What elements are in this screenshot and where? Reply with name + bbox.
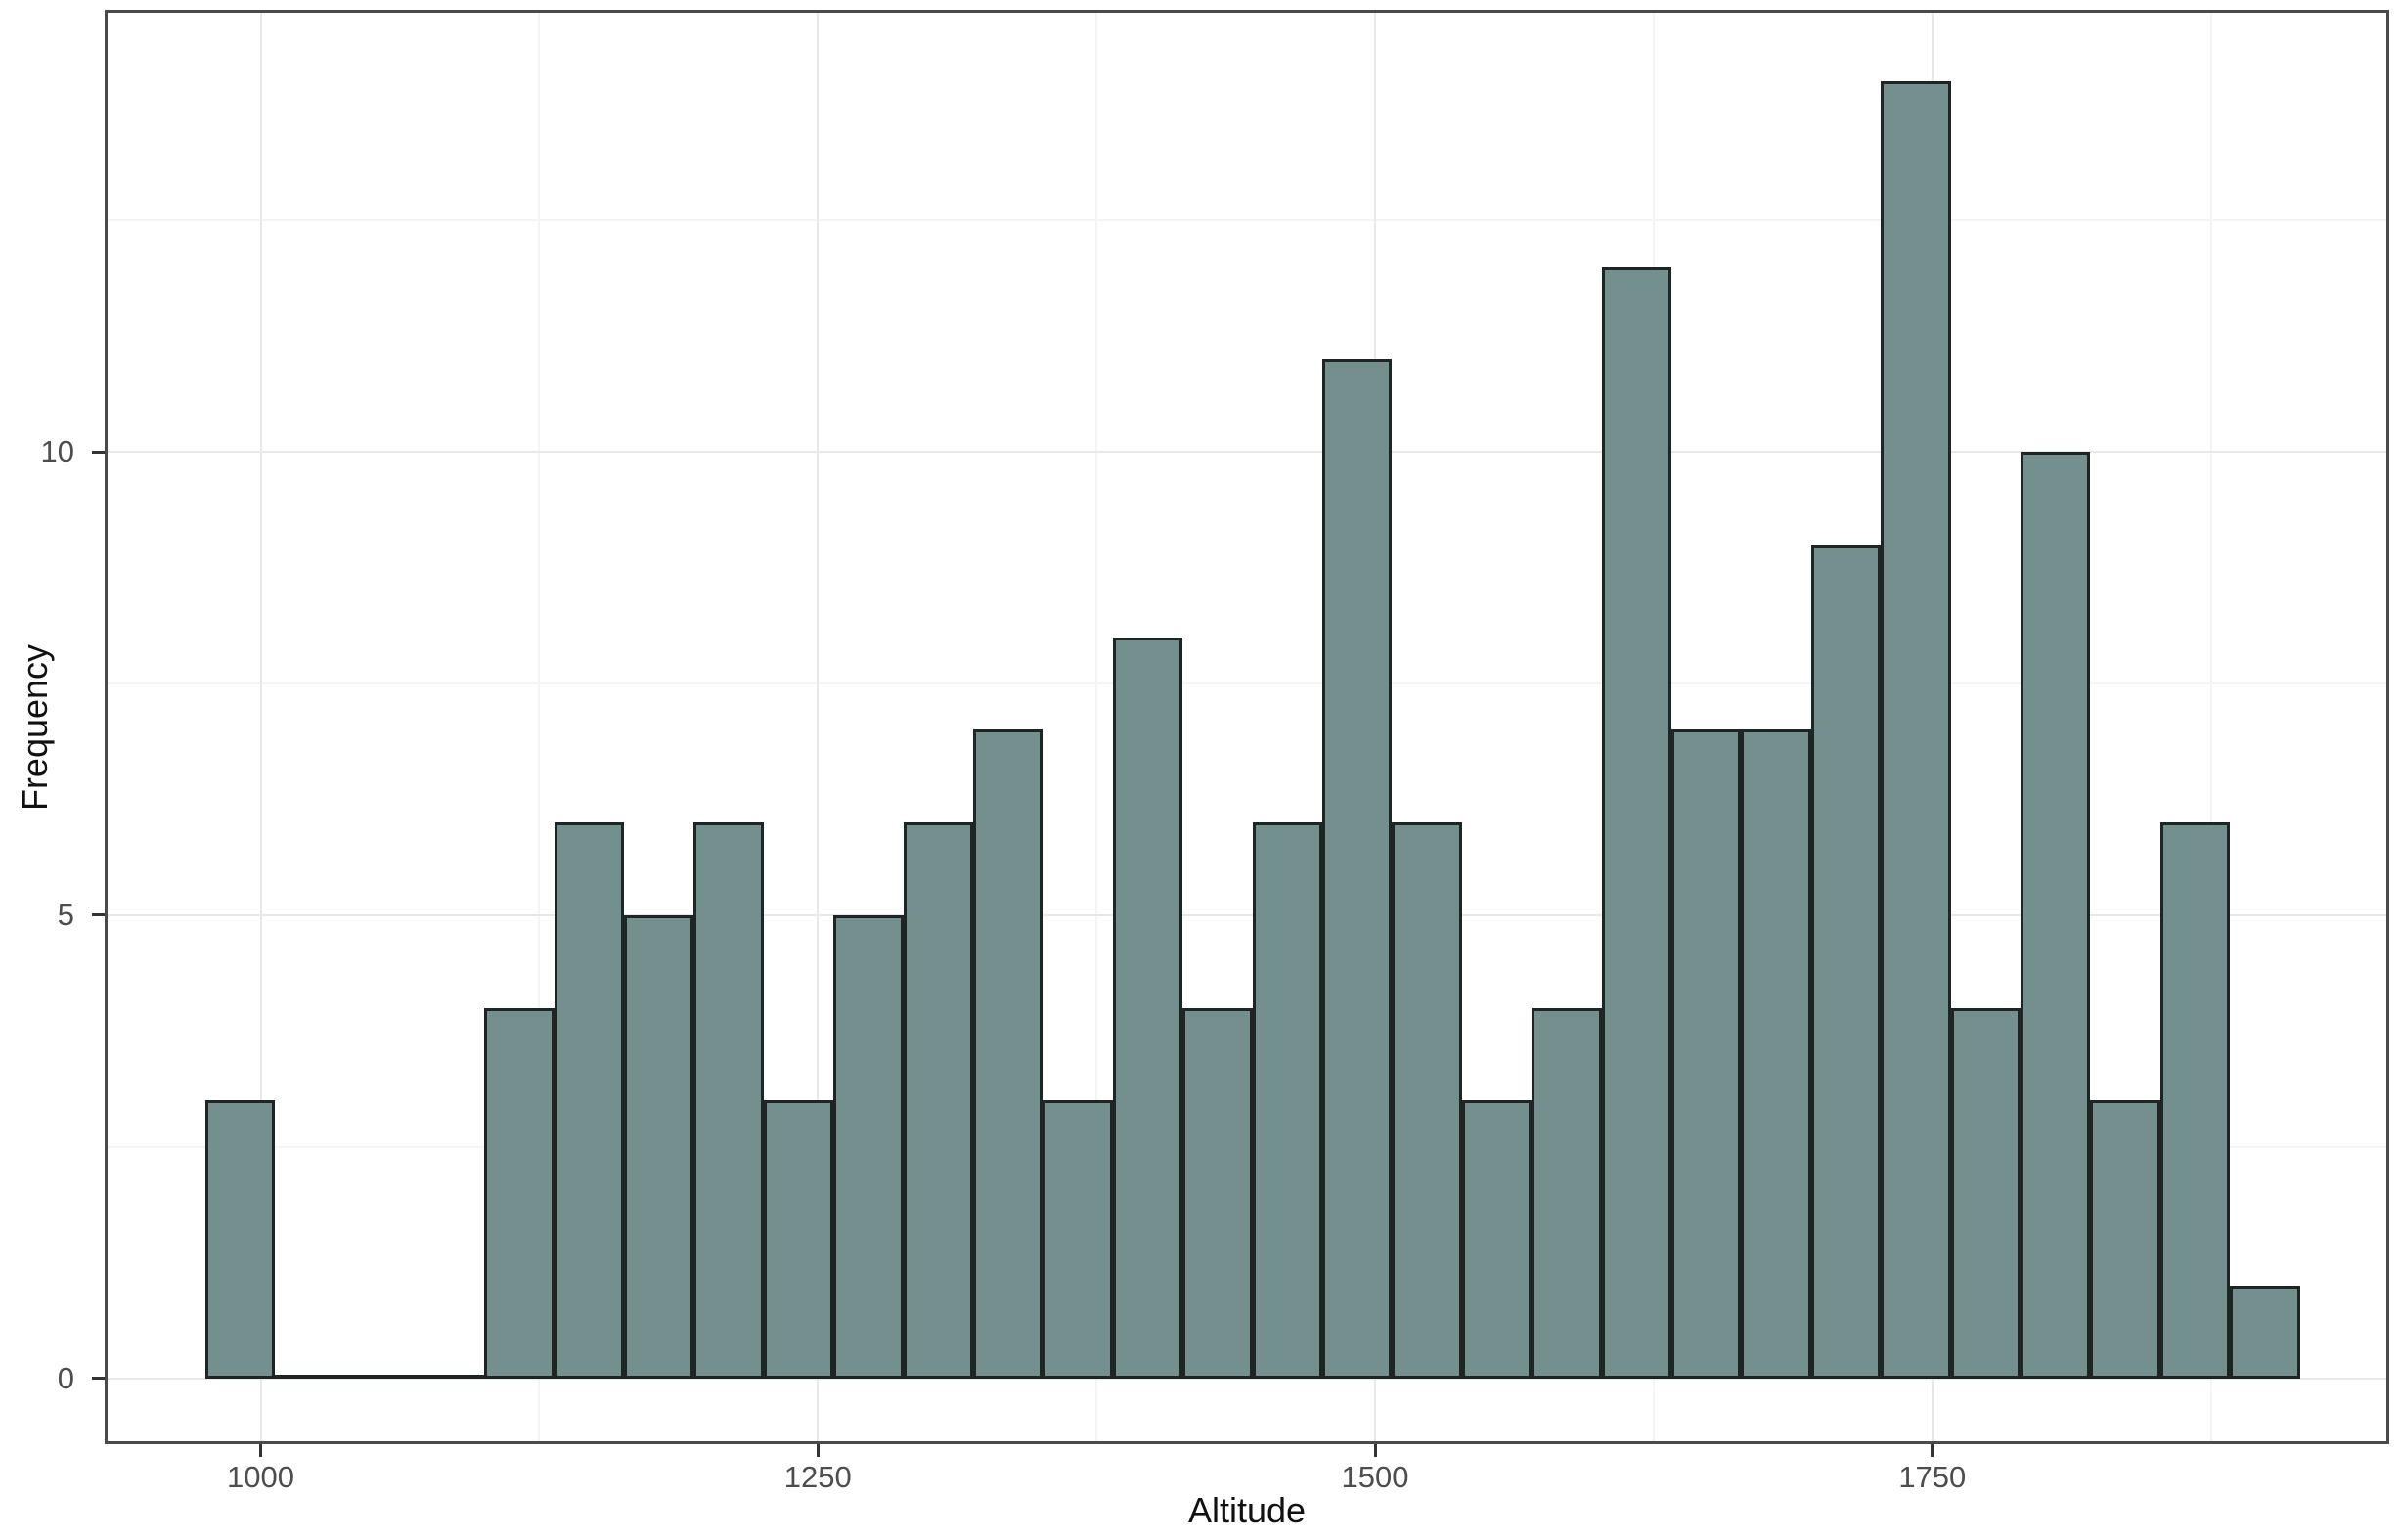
histogram-zero-bin-line <box>414 1374 485 1379</box>
histogram-bar <box>1112 637 1183 1379</box>
histogram-bar <box>1043 1100 1113 1379</box>
x-tick-label: 1500 <box>1341 1460 1409 1494</box>
x-minor-gridline <box>538 10 541 1444</box>
histogram-bar <box>484 1007 555 1379</box>
histogram-bar <box>763 1100 834 1379</box>
histogram-bar <box>1252 822 1322 1379</box>
x-axis-title: Altitude <box>1187 1490 1307 1530</box>
x-major-gridline <box>817 10 820 1444</box>
histogram-bar <box>554 822 624 1379</box>
y-minor-gridline <box>105 682 2389 684</box>
histogram-bar <box>1532 1007 1602 1379</box>
histogram-bar <box>1392 822 1462 1379</box>
y-tick-mark <box>92 450 105 454</box>
x-tick-label: 1750 <box>1898 1460 1967 1494</box>
histogram-bar <box>1741 729 1811 1379</box>
histogram-bar <box>2021 452 2091 1379</box>
y-major-gridline <box>105 1377 2389 1380</box>
histogram-bar <box>1321 359 1393 1379</box>
histogram-bar <box>1881 80 1951 1379</box>
x-minor-gridline <box>2209 10 2212 1444</box>
histogram-bar <box>833 914 904 1379</box>
x-tick-mark <box>1931 1444 1934 1457</box>
histogram-bar <box>693 822 764 1379</box>
histogram-bar <box>1461 1100 1533 1379</box>
histogram-bar <box>1810 544 1882 1379</box>
x-tick-label: 1250 <box>783 1460 852 1494</box>
x-major-gridline <box>259 10 262 1444</box>
y-tick-label: 10 <box>40 434 74 469</box>
histogram-bar <box>1601 266 1671 1379</box>
histogram-bar <box>2230 1285 2300 1379</box>
histogram-bar <box>1950 1007 2021 1379</box>
histogram-zero-bin-line <box>274 1374 345 1379</box>
histogram-zero-bin-line <box>344 1374 415 1379</box>
x-minor-gridline <box>1095 10 1098 1444</box>
histogram-bar <box>1670 729 1742 1379</box>
x-tick-mark <box>259 1444 263 1457</box>
y-tick-mark <box>92 913 105 917</box>
y-tick-mark <box>92 1377 105 1381</box>
histogram-bar <box>623 914 694 1379</box>
y-tick-label: 0 <box>57 1360 74 1395</box>
y-axis-title: Frequency <box>15 643 55 811</box>
histogram-bar <box>2159 822 2231 1379</box>
y-major-gridline <box>105 451 2389 454</box>
y-tick-label: 5 <box>57 897 74 932</box>
y-minor-gridline <box>105 219 2389 222</box>
plot-panel <box>105 10 2389 1444</box>
x-tick-mark <box>816 1444 820 1457</box>
histogram-bar <box>972 729 1044 1379</box>
x-tick-mark <box>1373 1444 1377 1457</box>
histogram-bar <box>903 822 973 1379</box>
histogram-bar <box>1182 1007 1253 1379</box>
y-major-gridline <box>105 913 2389 916</box>
histogram-bar <box>204 1100 275 1379</box>
x-tick-label: 1000 <box>227 1460 295 1494</box>
histogram-bar <box>2090 1100 2160 1379</box>
